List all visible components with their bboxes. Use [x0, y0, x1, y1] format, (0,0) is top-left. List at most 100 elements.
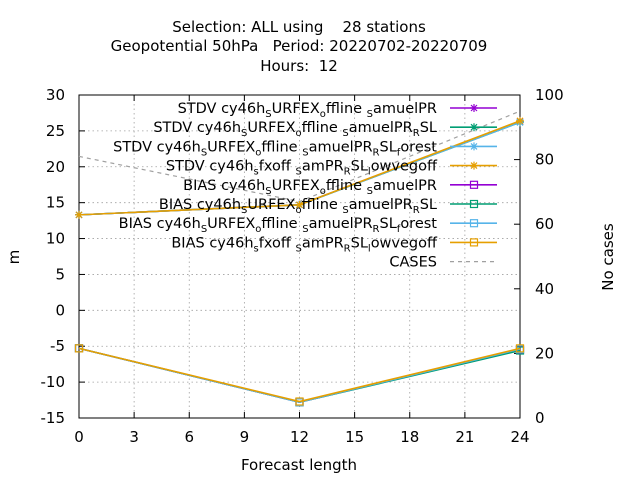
legend-label: STDV cy46hsfxoff SamPRRSLlowvegoff [166, 159, 438, 178]
legend-label-part: S [367, 109, 373, 120]
axes: 0 3 6 9 12 15 18 21 24 -15 -10 -5 0 5 10 15 20 25 30 0 20 40 6… [41, 86, 564, 446]
legend-label-part: S [201, 224, 207, 235]
legend-label-part: amuelPR [309, 139, 373, 155]
legend-label-part: URFEX [207, 139, 255, 155]
legend-marker [470, 123, 478, 132]
y-tick-label: -15 [41, 409, 66, 427]
series-line [78, 347, 521, 403]
legend-label: BIAS cy46hsfxoff SamPRRSLlowvegoff [171, 235, 438, 254]
legend-entry-7: BIAS cy46hsfxoff SamPRRSLlowvegoff [171, 235, 497, 254]
legend-label-part: CASES [389, 255, 437, 271]
series-3 [75, 116, 524, 219]
legend-label-part: STDV cy46h [166, 159, 254, 175]
legend-label: CASES [389, 255, 437, 271]
legend-label-part: amPR [302, 159, 344, 175]
legend-label-part: owvegoff [371, 159, 438, 175]
legend-label-part: R [344, 167, 351, 178]
y2-tick-label: 0 [535, 409, 545, 427]
series-marker [516, 116, 524, 125]
legend-label-part: BIAS cy46h [159, 197, 241, 213]
y-tick-label: 10 [46, 230, 65, 248]
y-axis-label: m [5, 250, 23, 265]
x-tick-label: 0 [74, 428, 84, 446]
legend-label-part: l [368, 167, 371, 178]
legend-label-part: S [295, 243, 301, 254]
legend-label-part: fxoff [259, 159, 296, 175]
x-tick-label: 24 [510, 428, 529, 446]
legend-label-part: STDV cy46h [153, 120, 241, 136]
legend-label-part: owvegoff [371, 235, 438, 251]
legend-label-part: S [241, 128, 247, 139]
legend-label: BIAS cy46hSURFEXoffline SamuelPRRSLfores… [119, 216, 438, 235]
legend-label-part: ffline [302, 197, 343, 213]
legend-label-part: S [342, 205, 348, 216]
y2-tick-label: 100 [535, 86, 564, 104]
x-tick-label: 3 [129, 428, 139, 446]
legend-label-part: orest [400, 216, 437, 232]
legend-marker [469, 219, 479, 228]
legend-marker [470, 142, 478, 151]
legend-entry-1: STDV cy46hSURFEXoffline SamuelPRRSL [153, 120, 497, 139]
legend-marker [469, 199, 479, 209]
legend-label-part: o [320, 109, 326, 120]
legend-entry-6: BIAS cy46hSURFEXoffline SamuelPRRSLfores… [119, 216, 497, 235]
x-axis-label: Forecast length [241, 456, 357, 474]
legend-label-part: amuelPR [349, 120, 413, 136]
legend-entry-5: BIAS cy46hSURFEXoffline SamuelPRRSL [159, 197, 497, 216]
plot-frame [78, 94, 521, 419]
legend-label-part: S [265, 109, 271, 120]
series-marker [295, 397, 304, 406]
legend-label-part: amuelPR [309, 216, 373, 232]
legend-marker [470, 161, 478, 170]
legend-label-part: SL [420, 120, 437, 136]
y2-tick-label: 80 [535, 151, 554, 169]
grid [79, 95, 520, 418]
x-tick-label: 15 [345, 428, 364, 446]
legend-label-part: ffline [302, 120, 343, 136]
legend-label-part: S [302, 224, 308, 235]
legend-label-part: ffline [261, 139, 302, 155]
y-tick-label: 15 [46, 194, 65, 212]
legend-label-part: S [241, 205, 247, 216]
legend-label-part: SL [351, 159, 368, 175]
legend-label-part: S [201, 147, 207, 158]
legend-label-part: o [255, 224, 261, 235]
legend-entry-8: CASES [389, 255, 497, 271]
legend-marker [469, 180, 479, 189]
legend-label-part: R [373, 147, 380, 158]
title-line-3: Hours: 12 [260, 57, 338, 75]
legend-label-part: o [320, 186, 326, 197]
legend-label-part: amPR [302, 235, 344, 251]
legend-label-part: o [296, 205, 302, 216]
legend-label-part: URFEX [247, 197, 295, 213]
legend-label-part: l [368, 243, 371, 254]
series-marker [515, 344, 525, 353]
y-tick-label: 20 [46, 158, 65, 176]
legend-label-part: ffline [326, 178, 367, 194]
legend-label-part: STDV cy46h [113, 139, 201, 155]
legend-label-part: o [255, 147, 261, 158]
legend-label-part: R [373, 224, 380, 235]
legend-label-part: R [413, 128, 420, 139]
x-tick-label: 9 [240, 428, 250, 446]
legend-label-part: S [302, 147, 308, 158]
legend-label-part: BIAS cy46h [171, 235, 253, 251]
legend-label-part: f [397, 147, 401, 158]
legend-label-part: S [342, 128, 348, 139]
y2-axis-label: No cases [599, 223, 617, 291]
legend-label-part: BIAS cy46h [183, 178, 265, 194]
legend-label-part: URFEX [272, 178, 320, 194]
legend-label: BIAS cy46hSURFEXoffline SamuelPRRSL [159, 197, 437, 216]
legend-entry-0: STDV cy46hSURFEXoffline SamuelPR [178, 101, 497, 120]
legend-label-part: s [254, 243, 259, 254]
legend-label-part: URFEX [272, 101, 320, 117]
legend-label-part: R [413, 205, 420, 216]
legend-entry-4: BIAS cy46hSURFEXoffline SamuelPR [183, 178, 497, 197]
legend-label-part: ffline [326, 101, 367, 117]
series-marker [75, 210, 83, 219]
legend-marker [470, 104, 478, 112]
legend-label-part: BIAS cy46h [119, 216, 201, 232]
legend-label-part: amuelPR [349, 197, 413, 213]
x-tick-label: 12 [290, 428, 309, 446]
